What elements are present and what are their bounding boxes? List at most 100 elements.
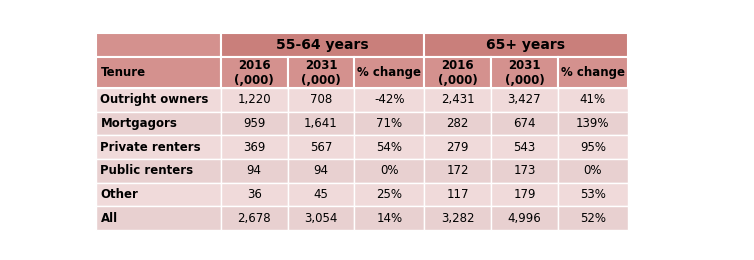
Bar xyxy=(221,183,287,206)
Bar xyxy=(425,112,491,135)
Text: -42%: -42% xyxy=(374,94,405,107)
Bar xyxy=(491,88,558,112)
Text: 2016
(,000): 2016 (,000) xyxy=(234,59,274,87)
Text: 173: 173 xyxy=(513,164,535,177)
Bar xyxy=(425,135,491,159)
Text: 543: 543 xyxy=(513,141,535,154)
Text: 117: 117 xyxy=(446,188,469,201)
Bar xyxy=(96,206,221,230)
Bar xyxy=(425,159,491,183)
Text: 54%: 54% xyxy=(376,141,403,154)
Text: 94: 94 xyxy=(247,164,262,177)
Bar xyxy=(491,206,558,230)
Text: 55-64 years: 55-64 years xyxy=(276,38,369,52)
Bar xyxy=(491,57,558,88)
Text: 45: 45 xyxy=(314,188,329,201)
Bar xyxy=(558,159,627,183)
Text: 0%: 0% xyxy=(584,164,602,177)
Bar xyxy=(221,57,287,88)
Text: 52%: 52% xyxy=(580,212,605,225)
Text: 282: 282 xyxy=(446,117,469,130)
Text: 2016
(,000): 2016 (,000) xyxy=(438,59,477,87)
Text: 41%: 41% xyxy=(580,94,605,107)
Bar xyxy=(558,88,627,112)
Text: 708: 708 xyxy=(310,94,333,107)
Bar xyxy=(354,57,425,88)
Text: 4,996: 4,996 xyxy=(507,212,541,225)
Text: 959: 959 xyxy=(243,117,265,130)
Bar xyxy=(354,206,425,230)
Text: 36: 36 xyxy=(247,188,262,201)
Text: 674: 674 xyxy=(513,117,536,130)
Bar xyxy=(96,57,221,88)
Text: 172: 172 xyxy=(446,164,469,177)
Bar xyxy=(96,33,221,57)
Bar xyxy=(221,159,287,183)
Text: 1,641: 1,641 xyxy=(304,117,338,130)
Text: 179: 179 xyxy=(513,188,536,201)
Bar xyxy=(491,159,558,183)
Text: 14%: 14% xyxy=(376,212,403,225)
Text: Private renters: Private renters xyxy=(100,141,201,154)
Bar xyxy=(96,183,221,206)
Bar xyxy=(425,183,491,206)
Bar xyxy=(558,57,627,88)
Text: % change: % change xyxy=(561,66,625,79)
Bar xyxy=(287,159,354,183)
Bar xyxy=(354,159,425,183)
Text: 3,427: 3,427 xyxy=(507,94,541,107)
Bar xyxy=(221,206,287,230)
Text: Other: Other xyxy=(100,188,138,201)
Bar xyxy=(491,183,558,206)
Text: 53%: 53% xyxy=(580,188,605,201)
Text: 279: 279 xyxy=(446,141,469,154)
Bar xyxy=(558,135,627,159)
Bar xyxy=(287,88,354,112)
Bar xyxy=(287,57,354,88)
Text: Mortgagors: Mortgagors xyxy=(100,117,177,130)
Bar xyxy=(221,33,425,57)
Text: 3,054: 3,054 xyxy=(305,212,338,225)
Text: All: All xyxy=(100,212,118,225)
Text: Tenure: Tenure xyxy=(100,66,146,79)
Bar xyxy=(96,135,221,159)
Text: 65+ years: 65+ years xyxy=(486,38,566,52)
Bar xyxy=(425,33,627,57)
Bar xyxy=(425,206,491,230)
Text: 567: 567 xyxy=(310,141,333,154)
Text: 2,431: 2,431 xyxy=(441,94,474,107)
Text: 71%: 71% xyxy=(376,117,403,130)
Bar xyxy=(354,183,425,206)
Bar xyxy=(425,57,491,88)
Bar xyxy=(558,183,627,206)
Bar xyxy=(221,88,287,112)
Bar xyxy=(354,135,425,159)
Text: 94: 94 xyxy=(314,164,329,177)
Bar xyxy=(558,206,627,230)
Text: 2031
(,000): 2031 (,000) xyxy=(301,59,341,87)
Text: 25%: 25% xyxy=(376,188,403,201)
Text: 3,282: 3,282 xyxy=(441,212,474,225)
Text: 95%: 95% xyxy=(580,141,605,154)
Bar xyxy=(354,88,425,112)
Bar xyxy=(558,112,627,135)
Text: 369: 369 xyxy=(243,141,265,154)
Bar xyxy=(354,112,425,135)
Text: 139%: 139% xyxy=(576,117,609,130)
Bar xyxy=(287,135,354,159)
Bar xyxy=(425,88,491,112)
Bar xyxy=(287,206,354,230)
Text: Outright owners: Outright owners xyxy=(100,94,209,107)
Bar xyxy=(221,135,287,159)
Bar xyxy=(287,112,354,135)
Text: 0%: 0% xyxy=(380,164,399,177)
Bar xyxy=(491,135,558,159)
Text: Public renters: Public renters xyxy=(100,164,194,177)
Bar xyxy=(96,88,221,112)
Text: 2,678: 2,678 xyxy=(238,212,271,225)
Text: 2031
(,000): 2031 (,000) xyxy=(504,59,544,87)
Bar xyxy=(96,159,221,183)
Bar xyxy=(96,112,221,135)
Bar xyxy=(221,112,287,135)
Bar xyxy=(287,183,354,206)
